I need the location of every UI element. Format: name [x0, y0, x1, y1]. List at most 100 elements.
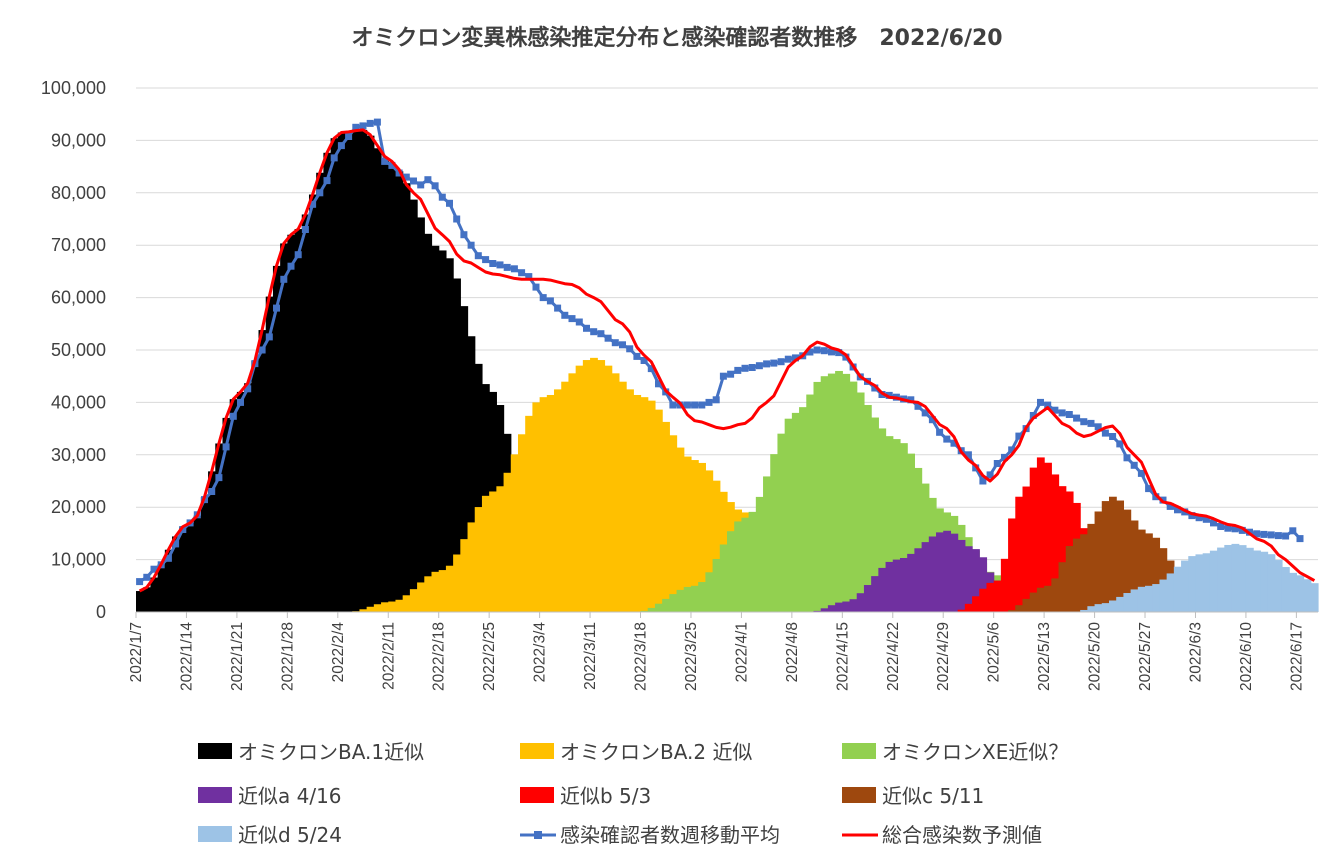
bar [208, 471, 216, 612]
bar [1123, 593, 1132, 612]
bar [705, 470, 714, 612]
bar [1094, 511, 1103, 612]
bar [791, 412, 800, 612]
line-marker [373, 118, 381, 126]
line-marker [244, 385, 252, 393]
bar [936, 532, 944, 612]
bar [690, 460, 699, 612]
x-tick-label: 2022/1/21 [229, 622, 246, 691]
line-marker [172, 540, 180, 548]
line-marker [460, 231, 468, 239]
line-marker [453, 215, 461, 223]
bar [1123, 509, 1132, 612]
line-marker [748, 364, 756, 371]
bar [899, 443, 908, 612]
line-marker [1195, 514, 1203, 522]
line-marker [222, 443, 230, 451]
x-tick-label: 2022/5/27 [1137, 622, 1154, 691]
y-tick-label: 70,000 [51, 235, 106, 255]
bar [1101, 603, 1110, 612]
line-marker [964, 451, 972, 459]
bar [316, 172, 324, 612]
line-marker [928, 416, 936, 424]
line-series-layer [136, 118, 1316, 593]
legend-entry: 近似d 5/24 [198, 823, 342, 847]
line-marker [150, 565, 158, 573]
bar [150, 577, 159, 612]
bar [381, 160, 389, 612]
bar [1065, 546, 1074, 612]
bar [1058, 562, 1067, 612]
bar [517, 434, 526, 612]
y-tick-label: 30,000 [51, 445, 106, 465]
bar [222, 417, 231, 612]
bar [964, 546, 973, 612]
bar [1080, 534, 1088, 612]
bar [1152, 584, 1161, 612]
bar [972, 596, 980, 612]
line-marker [561, 311, 569, 319]
line-path [138, 128, 1316, 593]
line-marker [1296, 535, 1304, 543]
line-marker [280, 275, 288, 283]
bar [229, 399, 238, 612]
line-marker [1029, 412, 1037, 419]
line-marker [619, 341, 626, 349]
bar [590, 357, 598, 612]
x-tick-label: 2022/4/15 [834, 622, 851, 691]
line-marker [309, 200, 317, 208]
y-tick-label: 50,000 [51, 340, 106, 360]
chart-title: オミクロン変異株感染推定分布と感染確認者数推移 2022/6/20 [351, 25, 1002, 51]
bar [1036, 587, 1045, 612]
line-marker [640, 357, 648, 364]
bar [424, 576, 433, 612]
line-marker [1094, 423, 1102, 431]
bar [1281, 567, 1290, 612]
x-tick-label: 2022/1/7 [128, 622, 145, 682]
bar [885, 436, 894, 612]
bar [568, 373, 577, 612]
line-marker [1282, 532, 1290, 540]
line-marker [1260, 530, 1268, 538]
line-marker [359, 122, 367, 130]
bar [1231, 543, 1240, 612]
bar [727, 531, 735, 612]
bar [1145, 585, 1153, 612]
line-marker [1008, 446, 1016, 454]
bar [388, 166, 397, 612]
bar [669, 594, 678, 612]
bar [662, 421, 670, 612]
line-marker [770, 359, 778, 367]
line-marker [1174, 506, 1181, 514]
bar-series [1080, 543, 1319, 612]
bar [820, 608, 829, 612]
legend-swatch-marker [534, 831, 542, 839]
line-marker [1224, 524, 1232, 532]
line-marker [813, 346, 821, 354]
bar [1008, 518, 1016, 612]
bar [871, 417, 879, 612]
bar [424, 233, 433, 612]
x-tick-label: 2022/3/18 [633, 622, 650, 691]
bar [1044, 462, 1052, 612]
line-marker [438, 193, 446, 201]
line-marker [763, 360, 771, 368]
legend-entry: 近似c 5/11 [842, 784, 984, 808]
bar [957, 609, 966, 612]
line-marker [583, 324, 590, 332]
bar [972, 549, 980, 612]
bar [878, 428, 887, 612]
bar [1029, 592, 1038, 612]
bar [863, 405, 872, 612]
line-marker [164, 554, 172, 562]
bar [899, 558, 908, 612]
line-marker [669, 401, 677, 409]
bar [345, 131, 353, 613]
bar [712, 480, 721, 612]
line-marker [719, 372, 727, 380]
line-marker [1051, 406, 1059, 414]
legend-entry: 近似b 5/3 [520, 784, 651, 808]
x-tick-label: 2022/1/28 [279, 622, 296, 691]
x-tick-label: 2022/3/25 [683, 622, 700, 691]
